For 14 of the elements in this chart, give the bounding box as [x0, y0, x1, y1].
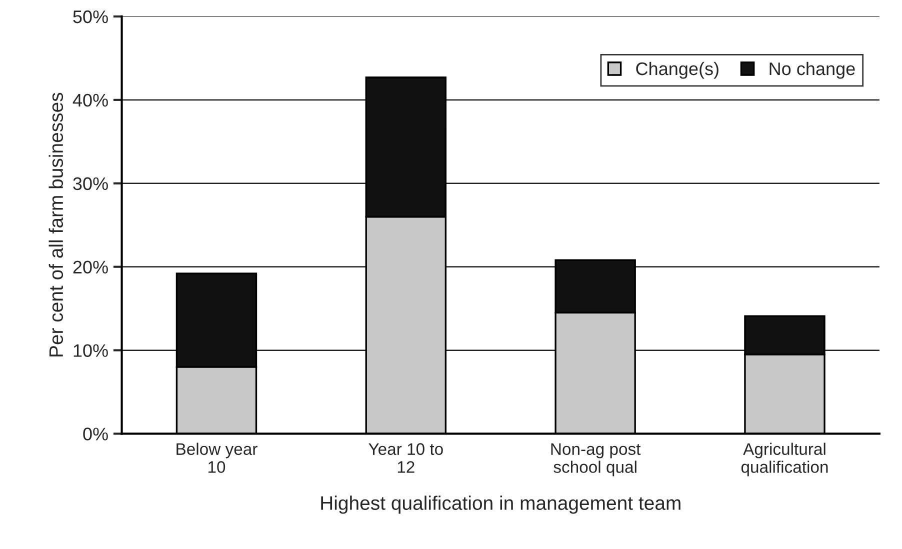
x-tick-label: Year 10 to 12: [368, 443, 443, 473]
x-tick-label: Below year 10: [176, 442, 258, 473]
y-tick-label: 40%: [72, 94, 108, 107]
x-tick-label: Non-ag post school qual: [551, 443, 641, 476]
y-tick-label: 50%: [73, 10, 108, 24]
y-tick-label: 20%: [73, 260, 108, 274]
x-axis-title: Highest qualification in management team: [321, 496, 680, 514]
x-tick-label: Agricultural qualification: [741, 442, 828, 476]
y-tick-label: 30%: [73, 177, 108, 190]
y-tick-label: 10%: [74, 344, 108, 357]
legend-label: No change: [770, 62, 855, 79]
legend-label: Change(s): [636, 62, 718, 79]
y-axis-title: Per cent of all farm businesses: [48, 92, 64, 356]
y-tick-label: 0%: [83, 428, 108, 440]
